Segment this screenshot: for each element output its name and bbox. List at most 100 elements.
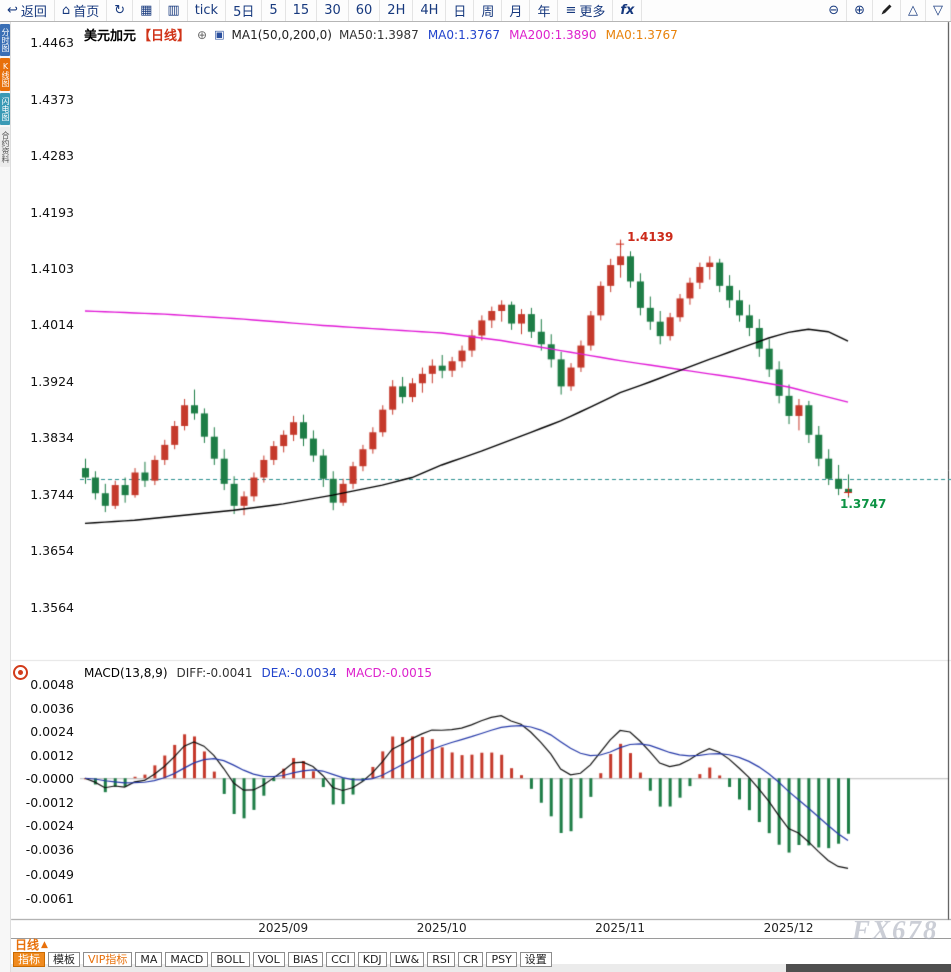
- zoom-out-icon: ⊖: [828, 3, 840, 18]
- toolbar-item-label: 5: [269, 3, 278, 18]
- macd-axis-label: -0.0036: [25, 841, 74, 857]
- toolbar-item-fx-functions[interactable]: fx: [613, 0, 643, 21]
- indicator-tab-vol[interactable]: VOL: [252, 952, 285, 967]
- toolbar-item-period-day[interactable]: 日: [446, 0, 475, 21]
- toolbar-item-label: 月: [509, 5, 523, 20]
- x-axis-label: 2025/09: [258, 921, 309, 935]
- price-axis-label: 1.4373: [30, 91, 74, 107]
- sidebar-tab-contract-info[interactable]: 合约资料: [0, 127, 10, 167]
- indicator-tab-bias[interactable]: BIAS: [287, 952, 324, 967]
- toolbar-item-label: 15: [292, 3, 310, 18]
- toolbar-item-period-2h[interactable]: 2H: [380, 0, 414, 21]
- peak-price-label: 1.4139: [627, 229, 674, 244]
- macd-axis-label: -0.0061: [25, 891, 74, 906]
- toolbar-item-zoom-out[interactable]: ⊖: [821, 0, 848, 21]
- indicator-tab-rsi[interactable]: RSI: [427, 952, 456, 967]
- back-arrow-icon: ↩: [7, 3, 18, 18]
- macd-axis-label: -0.0000: [25, 771, 74, 787]
- macd-value: DIFF:-0.0041: [176, 666, 253, 680]
- ma-settings-icon[interactable]: ▣: [214, 28, 225, 41]
- toolbar-item-bar-chart-view[interactable]: ▦: [133, 0, 161, 21]
- price-axis-label: 1.3744: [30, 486, 74, 502]
- toolbar-item-label: fx: [620, 3, 635, 18]
- toolbar-item-period-5[interactable]: 5: [262, 0, 286, 21]
- toolbar-item-label: 30: [324, 3, 341, 18]
- indicator-tab-lwr[interactable]: LW&: [389, 952, 425, 967]
- ma-value: MA0:1.3767: [605, 27, 678, 42]
- price-axis-label: 1.4463: [30, 35, 74, 50]
- price-axis-label: 1.3564: [30, 600, 74, 615]
- macd-axis-label: -0.0049: [25, 867, 74, 883]
- price-axis-label: 1.4014: [30, 317, 74, 333]
- refresh-icon: ↻: [114, 3, 126, 18]
- toolbar-item-home[interactable]: ⌂ 首页: [55, 0, 108, 21]
- macd-axis-label: 0.0048: [30, 677, 74, 692]
- bottom-bar: 日线 ▲ 指标 模板 VIP指标 MA MACD BOLL VOL BIAS CCI KDJ LW&…: [11, 938, 951, 972]
- toolbar-item-zoom-in[interactable]: ⊕: [847, 0, 873, 21]
- indicator-tab-cr[interactable]: CR: [458, 952, 484, 967]
- price-axis-label: 1.4103: [30, 261, 74, 277]
- left-sidebar: 分时图 K线图闪电图合约资料: [0, 22, 11, 972]
- toolbar-item-label: 周: [481, 5, 495, 20]
- indicator-settings-icon[interactable]: [13, 665, 28, 680]
- toolbar-item-label: tick: [194, 3, 219, 18]
- toolbar-item-period-week[interactable]: 周: [474, 0, 503, 21]
- macd-params-label: MACD(13,8,9): [84, 666, 168, 680]
- scrollbar-thumb[interactable]: [786, 964, 951, 972]
- period-label: 日线: [15, 938, 40, 952]
- indicator-tab-template[interactable]: 模板: [48, 952, 80, 967]
- chart-header: 美元加元 【日线】 ⊕ ▣ MA1(50,0,200,0) MA50:1.398…: [84, 25, 687, 45]
- toolbar-item-candle-chart-view[interactable]: ▥: [160, 0, 188, 21]
- add-indicator-icon[interactable]: ⊕: [197, 27, 208, 42]
- macd-axis-label: 0.0024: [30, 724, 74, 740]
- toolbar-item-label: 返回: [20, 5, 47, 20]
- ma-params-label: MA1(50,0,200,0): [231, 27, 332, 42]
- menu-icon: ≡: [565, 3, 577, 18]
- indicator-tab-boll[interactable]: BOLL: [211, 952, 250, 967]
- scrollbar-track[interactable]: [11, 964, 951, 972]
- macd-axis-label: 0.0012: [30, 747, 74, 763]
- toolbar-item-page-down[interactable]: ▽: [926, 0, 951, 21]
- toolbar-item-label: 更多: [579, 5, 606, 20]
- home-icon: ⌂: [61, 3, 71, 18]
- indicator-tab-cci[interactable]: CCI: [326, 952, 355, 967]
- toolbar-item-period-tick[interactable]: tick: [188, 0, 227, 21]
- triangle-up-icon: △: [908, 3, 918, 18]
- triangle-up-icon: ▲: [41, 940, 48, 950]
- indicator-tab-macd[interactable]: MACD: [165, 952, 209, 967]
- price-axis-label: 1.4283: [30, 148, 74, 164]
- indicator-tab-indicator[interactable]: 指标: [13, 952, 45, 967]
- toolbar-item-draw[interactable]: [873, 0, 901, 21]
- toolbar-item-period-5d[interactable]: 5日: [226, 0, 263, 21]
- macd-axis-label: -0.0024: [25, 818, 74, 834]
- toolbar-item-label: 2H: [387, 3, 406, 18]
- candle-chart-icon: ▥: [167, 3, 180, 18]
- indicator-tab-settings[interactable]: 设置: [519, 952, 552, 967]
- toolbar-item-label: 60: [355, 3, 373, 18]
- toolbar-item-period-4h[interactable]: 4H: [413, 0, 447, 21]
- sidebar-tab-candle-chart[interactable]: K线图: [0, 58, 10, 91]
- indicator-tab-ma[interactable]: MA: [135, 952, 163, 967]
- toolbar-item-label: 首页: [73, 5, 100, 20]
- toolbar-item-back[interactable]: ↩ 返回: [0, 0, 55, 21]
- macd-value: MACD:-0.0015: [345, 666, 433, 680]
- period-selector[interactable]: 日线 ▲: [15, 939, 48, 951]
- toolbar-item-more[interactable]: ≡ 更多: [558, 0, 614, 21]
- toolbar-item-refresh[interactable]: ↻: [107, 0, 134, 21]
- sidebar-tab-time-chart[interactable]: 分时图: [0, 24, 10, 56]
- indicator-tab-psy[interactable]: PSY: [486, 952, 517, 967]
- sidebar-tab-lightning-chart[interactable]: 闪电图: [0, 93, 10, 125]
- toolbar-item-period-60[interactable]: 60: [349, 0, 381, 21]
- toolbar-item-period-year[interactable]: 年: [530, 0, 559, 21]
- toolbar-item-page-up[interactable]: △: [901, 0, 926, 21]
- symbol-name: 美元加元: [84, 29, 137, 44]
- toolbar-item-period-30[interactable]: 30: [317, 0, 349, 21]
- macd-header: MACD(13,8,9) DIFF:-0.0041 DEA:-0.0034 MACD…: [84, 666, 441, 680]
- indicator-tab-vip-indicator[interactable]: VIP指标: [83, 952, 133, 967]
- indicator-tabs: 指标 模板 VIP指标 MA MACD BOLL VOL BIAS CCI KDJ LW& RSI CR…: [13, 952, 552, 967]
- toolbar-item-label: 年: [537, 5, 551, 20]
- toolbar-item-period-15[interactable]: 15: [286, 0, 318, 21]
- indicator-tab-kdj[interactable]: KDJ: [357, 952, 387, 967]
- toolbar-item-period-month[interactable]: 月: [502, 0, 531, 21]
